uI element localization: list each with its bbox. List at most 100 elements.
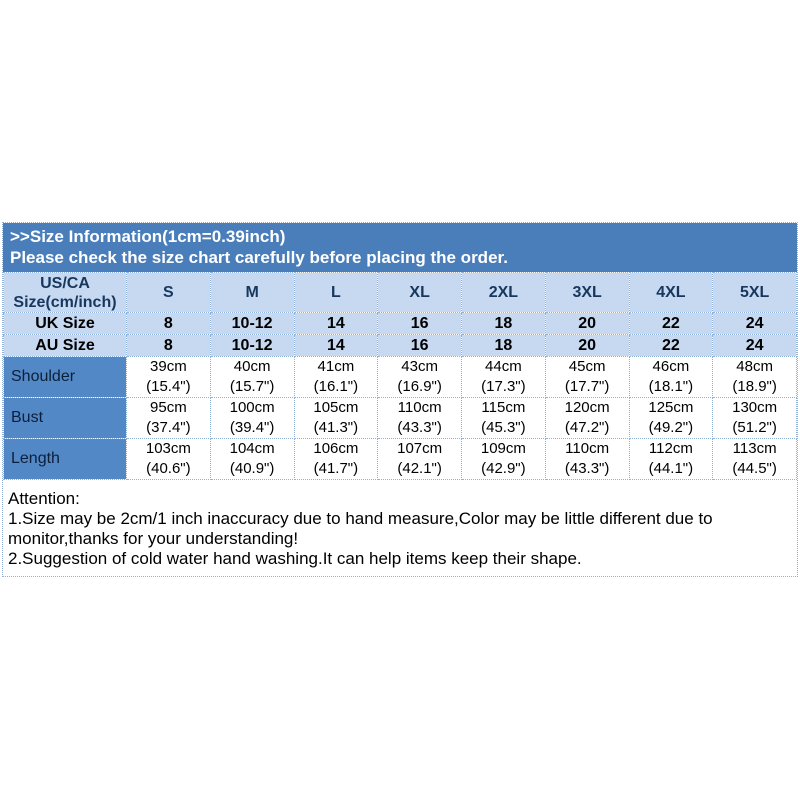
measure-cell: 115cm (45.3") xyxy=(461,397,546,439)
measure-cell: 103cm (40.6") xyxy=(126,438,211,480)
attention-note-1: 1.Size may be 2cm/1 inch inaccuracy due … xyxy=(8,509,713,548)
size-row-value: 14 xyxy=(293,312,379,335)
measure-cm: 110cm xyxy=(565,440,610,457)
size-info-banner: >>Size Information(1cm=0.39inch) Please … xyxy=(3,223,797,272)
measure-cell: 106cm (41.7") xyxy=(293,438,379,480)
size-column-header: L xyxy=(293,272,379,313)
measure-cm: 120cm xyxy=(564,399,610,416)
size-column-header: M xyxy=(209,272,295,313)
measure-cell: 44cm (17.3") xyxy=(461,356,546,398)
measure-cm: 100cm xyxy=(229,399,275,416)
measure-cm: 112cm xyxy=(648,440,693,457)
size-column-header: XL xyxy=(377,272,462,313)
measure-inch: (49.2") xyxy=(648,419,694,436)
measure-inch: (17.3") xyxy=(481,378,526,395)
measure-cell: 112cm (44.1") xyxy=(628,438,714,480)
size-row-value: 22 xyxy=(628,312,714,335)
measure-cell: 130cm (51.2") xyxy=(712,397,797,439)
measure-cell: 120cm (47.2") xyxy=(544,397,630,439)
measure-cm: 130cm xyxy=(732,399,778,416)
size-column-header: 2XL xyxy=(461,272,546,313)
measure-inch: (42.1") xyxy=(397,460,442,477)
size-row-label: AU Size xyxy=(3,334,127,357)
measure-inch: (37.4") xyxy=(146,419,191,436)
measure-cell: 39cm (15.4") xyxy=(126,356,211,398)
measure-cm: 46cm xyxy=(652,358,690,375)
measure-cell: 104cm (40.9") xyxy=(209,438,295,480)
measure-inch: (16.9") xyxy=(397,378,442,395)
size-row-value: 14 xyxy=(293,334,379,357)
measure-inch: (40.6") xyxy=(146,460,191,477)
measure-inch: (41.7") xyxy=(313,460,359,477)
measure-cell: 110cm (43.3") xyxy=(377,397,462,439)
measure-cell: 95cm (37.4") xyxy=(126,397,211,439)
measure-cell: 100cm (39.4") xyxy=(209,397,295,439)
size-column-header: S xyxy=(126,272,211,313)
measure-inch: (39.4") xyxy=(229,419,275,436)
measure-inch: (43.3") xyxy=(397,419,442,436)
measure-inch: (43.3") xyxy=(564,460,610,477)
measure-cell: 45cm (17.7") xyxy=(544,356,630,398)
measure-inch: (18.9") xyxy=(732,378,777,395)
size-column-header: 4XL xyxy=(628,272,714,313)
measure-inch: (15.7") xyxy=(229,378,275,395)
size-row-value: 16 xyxy=(377,312,462,335)
measure-cell: 48cm (18.9") xyxy=(712,356,797,398)
measure-cm: 113cm xyxy=(732,440,777,457)
size-row-value: 24 xyxy=(712,334,797,357)
size-row-value: 20 xyxy=(544,334,630,357)
attention-title: Attention: xyxy=(8,489,80,508)
measure-inch: (16.1") xyxy=(313,378,359,395)
size-row-value: 22 xyxy=(628,334,714,357)
measure-cm: 40cm xyxy=(233,358,271,375)
measure-cell: 105cm (41.3") xyxy=(293,397,379,439)
measure-cm: 125cm xyxy=(648,399,694,416)
size-column-header: 3XL xyxy=(544,272,630,313)
measure-cell: 43cm (16.9") xyxy=(377,356,462,398)
banner-subtitle: Please check the size chart carefully be… xyxy=(10,248,508,267)
size-row-value: 18 xyxy=(461,312,546,335)
size-row-value: 10-12 xyxy=(209,334,295,357)
measure-cm: 44cm xyxy=(485,358,522,375)
measure-row-label: Shoulder xyxy=(3,356,127,398)
measure-cm: 105cm xyxy=(313,399,359,416)
banner-title: >>Size Information(1cm=0.39inch) xyxy=(10,227,286,246)
measure-row-label: Length xyxy=(3,438,127,480)
measure-cm: 43cm xyxy=(401,358,438,375)
measure-cell: 125cm (49.2") xyxy=(628,397,714,439)
measure-cm: 45cm xyxy=(568,358,606,375)
size-row-value: 8 xyxy=(126,312,211,335)
attention-note-2: 2.Suggestion of cold water hand washing.… xyxy=(8,549,582,568)
measure-cm: 107cm xyxy=(397,440,443,457)
measure-cell: 46cm (18.1") xyxy=(628,356,714,398)
measure-cell: 110cm (43.3") xyxy=(544,438,630,480)
measure-row-label: Bust xyxy=(3,397,127,439)
measure-inch: (15.4") xyxy=(146,378,191,395)
measure-inch: (44.5") xyxy=(732,460,777,477)
measure-inch: (18.1") xyxy=(648,378,694,395)
size-row-value: 20 xyxy=(544,312,630,335)
measure-inch: (51.2") xyxy=(732,419,777,436)
size-row-label: UK Size xyxy=(3,312,127,335)
size-row-value: 24 xyxy=(712,312,797,335)
measure-cm: 104cm xyxy=(229,440,275,457)
measure-cell: 107cm (42.1") xyxy=(377,438,462,480)
measure-cm: 109cm xyxy=(480,440,526,457)
measure-inch: (40.9") xyxy=(229,460,275,477)
attention-notes: Attention: 1.Size may be 2cm/1 inch inac… xyxy=(3,480,797,576)
corner-line-2: Size(cm/inch) xyxy=(13,293,117,311)
measure-cm: 106cm xyxy=(313,440,359,457)
measure-cell: 40cm (15.7") xyxy=(209,356,295,398)
size-column-header: 5XL xyxy=(712,272,797,313)
measure-cm: 48cm xyxy=(736,358,773,375)
measure-cm: 95cm xyxy=(150,399,187,416)
size-row-value: 10-12 xyxy=(209,312,295,335)
size-row-value: 16 xyxy=(377,334,462,357)
corner-header-cell: US/CA Size(cm/inch) xyxy=(3,272,127,313)
measure-cm: 103cm xyxy=(145,440,191,457)
measure-inch: (42.9") xyxy=(481,460,526,477)
measure-cm: 39cm xyxy=(150,358,187,375)
measure-cell: 41cm (16.1") xyxy=(293,356,379,398)
measure-inch: (41.3") xyxy=(313,419,359,436)
measure-inch: (47.2") xyxy=(564,419,610,436)
